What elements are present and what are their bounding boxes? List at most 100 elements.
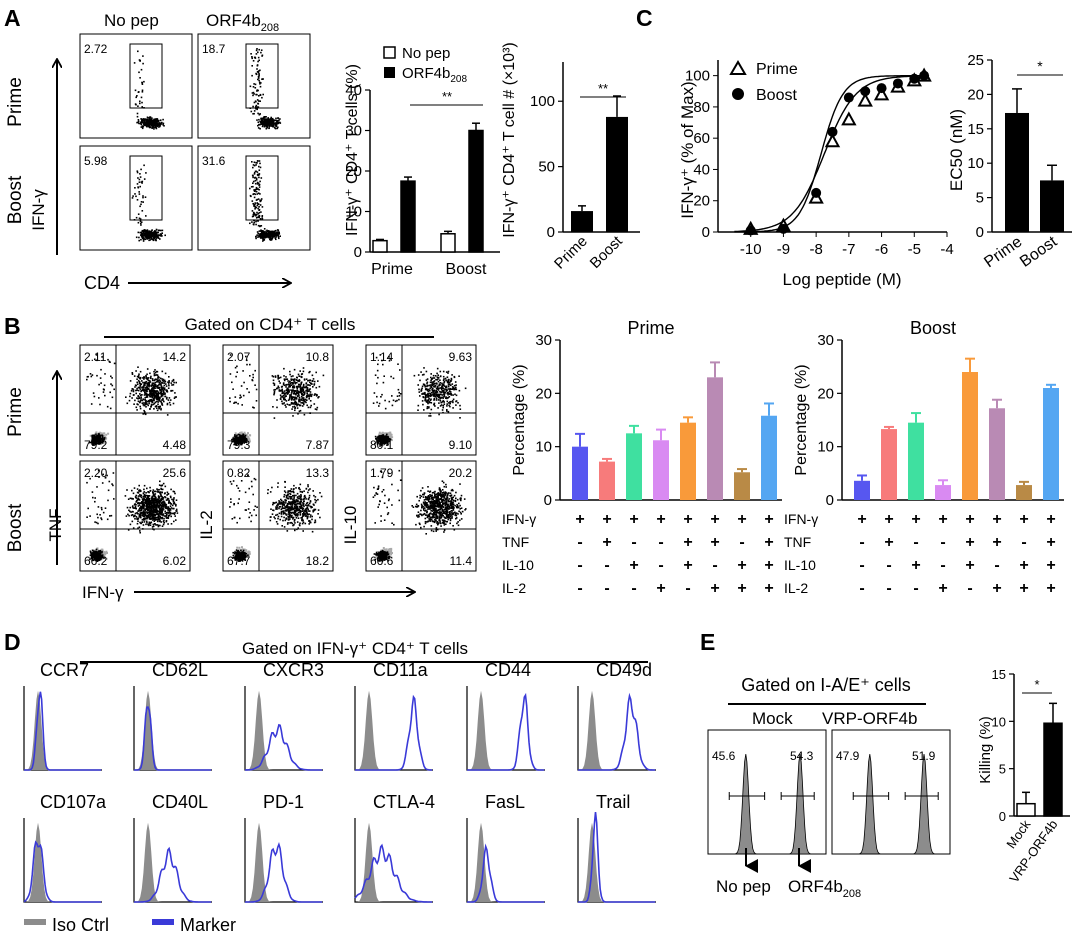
event-gray [95,549,98,552]
event [253,407,255,409]
event [444,391,447,394]
event [313,403,316,405]
event [384,407,387,410]
event-gray [96,548,99,551]
event [139,494,141,496]
event [232,440,234,443]
event [278,380,280,382]
flow-event [251,215,254,218]
flow-event [259,193,261,195]
event [454,387,456,390]
event [428,415,430,417]
event [146,504,149,506]
event [296,389,298,392]
event [445,397,447,399]
event [175,519,177,521]
event [96,560,99,562]
event [142,519,145,521]
event [241,437,244,439]
event [159,515,161,518]
event [234,401,236,404]
flow-event [152,238,155,241]
event [391,395,393,397]
flow-event [274,237,277,239]
point-prime [873,86,890,101]
flow-event [266,234,268,236]
event [139,384,141,386]
event [281,395,283,398]
event [145,399,147,402]
event [274,375,277,377]
event [97,441,100,443]
event [302,402,305,405]
event [146,386,149,389]
event [443,395,446,397]
event [147,377,149,379]
event [159,504,162,506]
event [143,383,146,385]
event [144,494,147,497]
event [436,387,439,390]
flow-event [257,127,260,129]
flow-event [140,68,143,71]
flow-event [142,235,145,237]
event [156,398,159,401]
event [167,383,170,385]
event [278,387,280,389]
event [144,518,146,521]
flow-event [256,68,258,70]
event [280,398,282,400]
event [447,381,450,384]
flow-event [137,213,140,215]
flow-event [257,236,259,238]
event [95,548,98,551]
event [244,434,247,437]
event [426,401,429,403]
event [437,376,440,379]
event [176,512,179,514]
x-axis-label: Log peptide (M) [782,270,901,289]
event [297,413,299,415]
flow-event [262,233,264,235]
event [430,408,433,411]
event [155,385,157,387]
flow-event [261,218,264,220]
flow-event [257,188,259,190]
event-gray [106,552,108,554]
event [234,366,237,369]
event [158,497,160,499]
flow-event [258,48,260,51]
event [306,389,308,391]
event [91,374,94,376]
event [438,394,441,397]
event [163,379,166,382]
panel-label-a: A [4,5,21,31]
event [309,384,311,387]
flow-event [156,119,159,122]
event [313,384,315,386]
event [129,380,132,382]
flow-event [148,120,151,122]
flow-event [156,123,159,125]
point-boost [778,223,789,234]
event [135,515,138,518]
flow-event [261,96,263,99]
flow-event [265,127,268,130]
event [272,375,275,378]
event [155,513,157,516]
event [389,439,391,442]
event [422,393,424,395]
event [139,386,141,388]
event [165,505,168,508]
event [143,511,145,514]
event [433,389,436,392]
event [301,390,303,393]
event [386,436,389,438]
event [156,370,159,373]
event [173,381,175,384]
event [148,400,151,403]
event [99,440,101,442]
event [139,521,141,524]
event [152,489,155,491]
event [138,515,141,517]
